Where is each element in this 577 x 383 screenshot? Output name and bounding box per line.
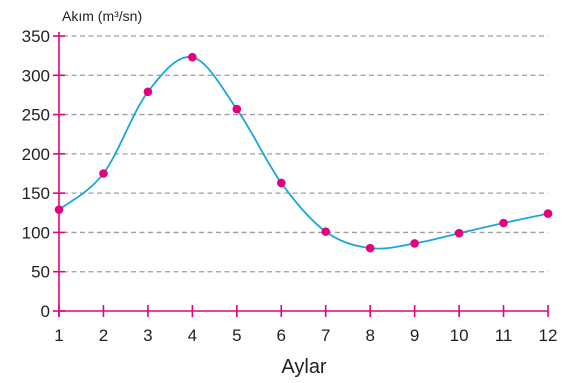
x-tick-label: 1 [54, 326, 63, 345]
y-tick-label: 0 [41, 302, 50, 321]
data-point [143, 87, 153, 97]
grid-lines [63, 35, 548, 273]
x-axis-title: Aylar [281, 356, 327, 378]
data-point [454, 228, 464, 238]
x-tick-label: 2 [99, 326, 108, 345]
data-point [321, 227, 331, 236]
y-tick-labels: 0 50 100 150 200 250 300 350 [22, 27, 50, 321]
data-point [365, 243, 375, 253]
x-tick-label: 9 [410, 326, 419, 345]
x-tick-label: 5 [232, 326, 241, 345]
data-point [410, 239, 419, 248]
x-tick-label: 6 [277, 326, 286, 345]
y-tick-label: 100 [22, 223, 50, 242]
data-point [499, 218, 508, 228]
data-point [99, 169, 108, 178]
data-point [543, 209, 553, 218]
axes [58, 32, 548, 317]
x-tick-label: 4 [188, 326, 197, 345]
y-tick-label: 150 [22, 184, 50, 203]
y-tick-label: 300 [22, 66, 50, 85]
y-tick-label: 50 [31, 263, 50, 282]
data-point [276, 178, 286, 188]
series-line [58, 56, 549, 250]
x-tick-label: 8 [365, 326, 374, 345]
x-tick-label: 10 [450, 326, 469, 345]
x-tick-label: 3 [143, 326, 152, 345]
tick-marks [53, 35, 549, 317]
data-point [188, 52, 197, 62]
y-axis-title: Akım (m³/sn) [62, 8, 142, 24]
data-point [54, 205, 64, 214]
data-point [232, 104, 242, 114]
x-tick-label: 12 [539, 326, 558, 345]
x-tick-label: 7 [321, 326, 330, 345]
y-tick-label: 350 [22, 27, 50, 46]
y-tick-label: 200 [22, 145, 50, 164]
y-tick-label: 250 [22, 106, 50, 125]
x-tick-labels: 1 2 3 4 5 6 7 8 9 10 11 12 [54, 326, 557, 345]
x-tick-label: 11 [495, 326, 513, 345]
series-layer [54, 52, 553, 253]
